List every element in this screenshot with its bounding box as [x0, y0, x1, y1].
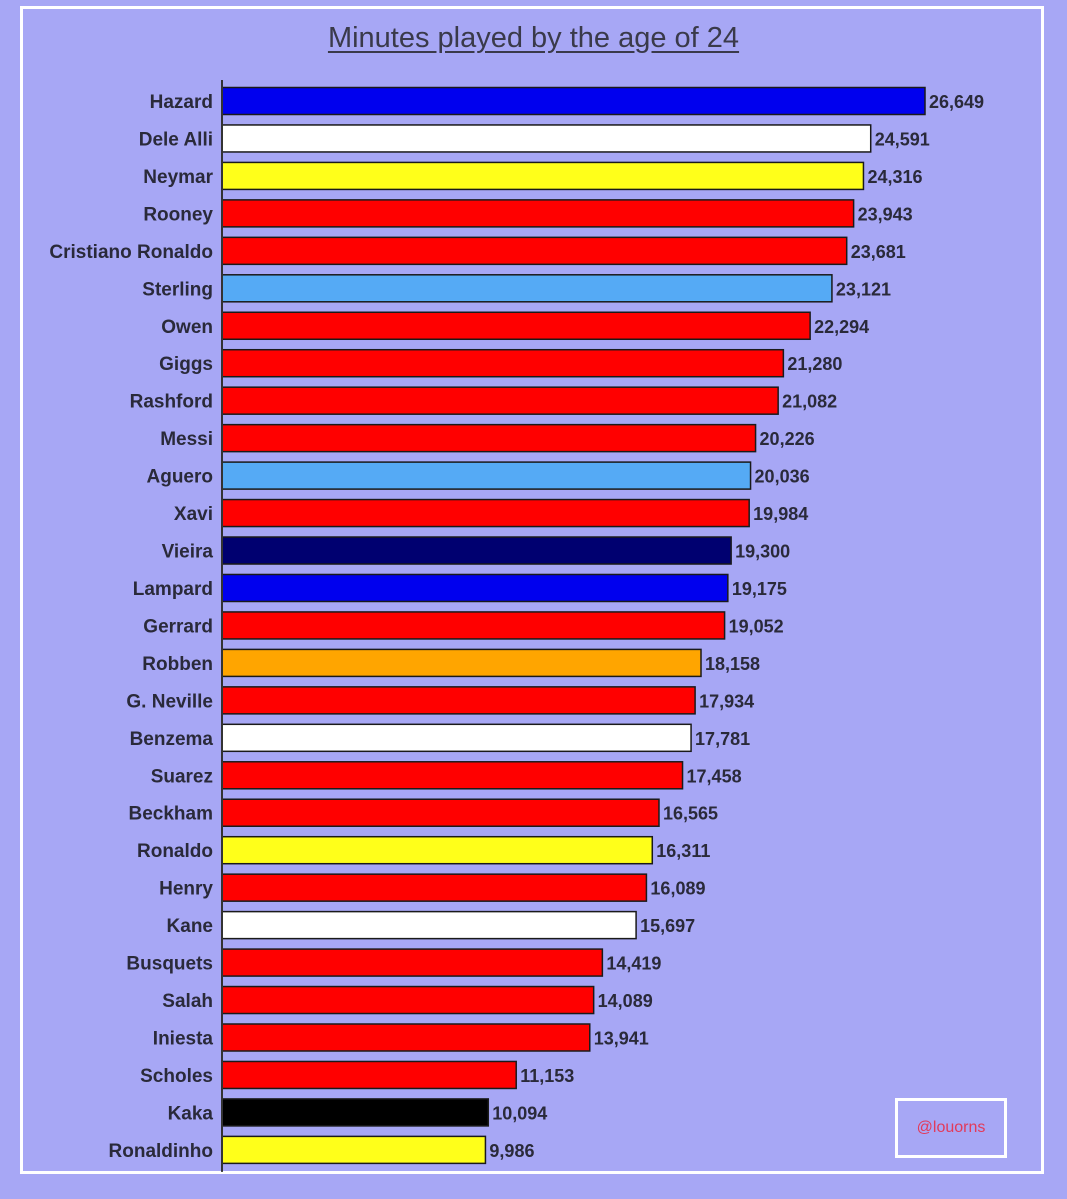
category-label: Iniesta	[153, 1029, 214, 1050]
value-label: 24,316	[867, 167, 922, 187]
value-label: 16,311	[656, 841, 710, 861]
value-label: 19,052	[729, 616, 784, 636]
category-label: Ronaldinho	[109, 1141, 213, 1162]
value-label: 21,280	[787, 354, 842, 374]
bar	[221, 761, 684, 790]
value-label: 20,226	[760, 429, 815, 449]
category-label: G. Neville	[126, 691, 213, 712]
bar	[221, 311, 811, 341]
value-label: 24,591	[875, 129, 930, 149]
category-label: Gerrard	[143, 616, 213, 637]
value-label: 17,934	[699, 691, 754, 711]
category-label: Sterling	[142, 279, 213, 300]
category-label: Vieira	[162, 542, 214, 563]
bar	[221, 648, 702, 678]
bar	[221, 611, 726, 640]
bar	[221, 199, 855, 228]
chart-title: Minutes played by the age of 24	[327, 22, 740, 54]
category-label: Ronaldo	[137, 841, 213, 862]
value-label: 16,565	[663, 804, 718, 824]
value-label: 19,984	[753, 504, 808, 524]
value-label: 19,175	[732, 579, 787, 599]
bar	[221, 835, 654, 865]
value-label: 9,986	[489, 1141, 534, 1161]
category-label: Suarez	[151, 766, 213, 787]
value-label: 17,458	[687, 766, 742, 786]
bar	[221, 386, 779, 415]
bar	[221, 423, 757, 453]
bar	[221, 86, 926, 116]
category-label: Hazard	[150, 92, 213, 113]
bar	[221, 236, 848, 266]
value-label: 15,697	[640, 916, 695, 936]
value-label: 26,649	[929, 92, 984, 112]
bar	[221, 348, 785, 378]
bar	[221, 161, 865, 191]
value-label: 23,121	[836, 279, 891, 299]
category-label: Beckham	[129, 804, 214, 825]
category-label: Giggs	[159, 354, 213, 375]
category-label: Rashford	[130, 392, 213, 413]
value-label: 19,300	[735, 542, 790, 562]
bar	[221, 536, 732, 565]
bar	[221, 910, 637, 940]
value-label: 21,082	[782, 392, 837, 412]
bar	[221, 498, 750, 528]
bar	[221, 274, 833, 303]
bar	[221, 124, 872, 153]
category-label: Robben	[142, 654, 213, 675]
bar	[221, 948, 604, 977]
category-label: Kane	[167, 916, 213, 937]
category-label: Henry	[159, 879, 213, 900]
bar	[221, 1135, 487, 1165]
value-label: 20,036	[755, 467, 810, 487]
watermark-label: @louorns	[895, 1098, 1007, 1158]
value-label: 17,781	[695, 729, 750, 749]
value-label: 14,419	[606, 954, 661, 974]
category-label: Cristiano Ronaldo	[49, 242, 213, 263]
bar	[221, 686, 696, 715]
value-label: 23,943	[858, 204, 913, 224]
category-label: Dele Alli	[139, 129, 213, 150]
category-label: Owen	[161, 317, 213, 338]
bar	[221, 873, 648, 902]
category-label: Kaka	[168, 1103, 214, 1124]
category-label: Messi	[160, 429, 213, 450]
bar	[221, 723, 692, 753]
category-label: Scholes	[140, 1066, 213, 1087]
bar	[221, 1023, 591, 1052]
value-label: 23,681	[851, 242, 906, 262]
category-label: Rooney	[143, 204, 213, 225]
category-label: Busquets	[126, 954, 213, 975]
bar	[221, 1060, 517, 1090]
value-label: 22,294	[814, 317, 869, 337]
value-label: 10,094	[492, 1103, 547, 1123]
bar	[221, 461, 752, 490]
value-label: 11,153	[520, 1066, 574, 1086]
bar	[221, 798, 660, 827]
category-label: Aguero	[147, 467, 214, 488]
value-label: 18,158	[705, 654, 760, 674]
value-label: 14,089	[598, 991, 653, 1011]
category-label: Benzema	[130, 729, 214, 750]
category-label: Xavi	[174, 504, 213, 525]
category-label: Salah	[162, 991, 213, 1012]
value-label: 13,941	[594, 1029, 649, 1049]
category-label: Neymar	[143, 167, 213, 188]
bar	[221, 1098, 490, 1127]
bar	[221, 985, 595, 1015]
bar	[221, 573, 729, 603]
value-label: 16,089	[650, 879, 705, 899]
category-label: Lampard	[133, 579, 213, 600]
chart-frame	[20, 6, 1044, 1174]
